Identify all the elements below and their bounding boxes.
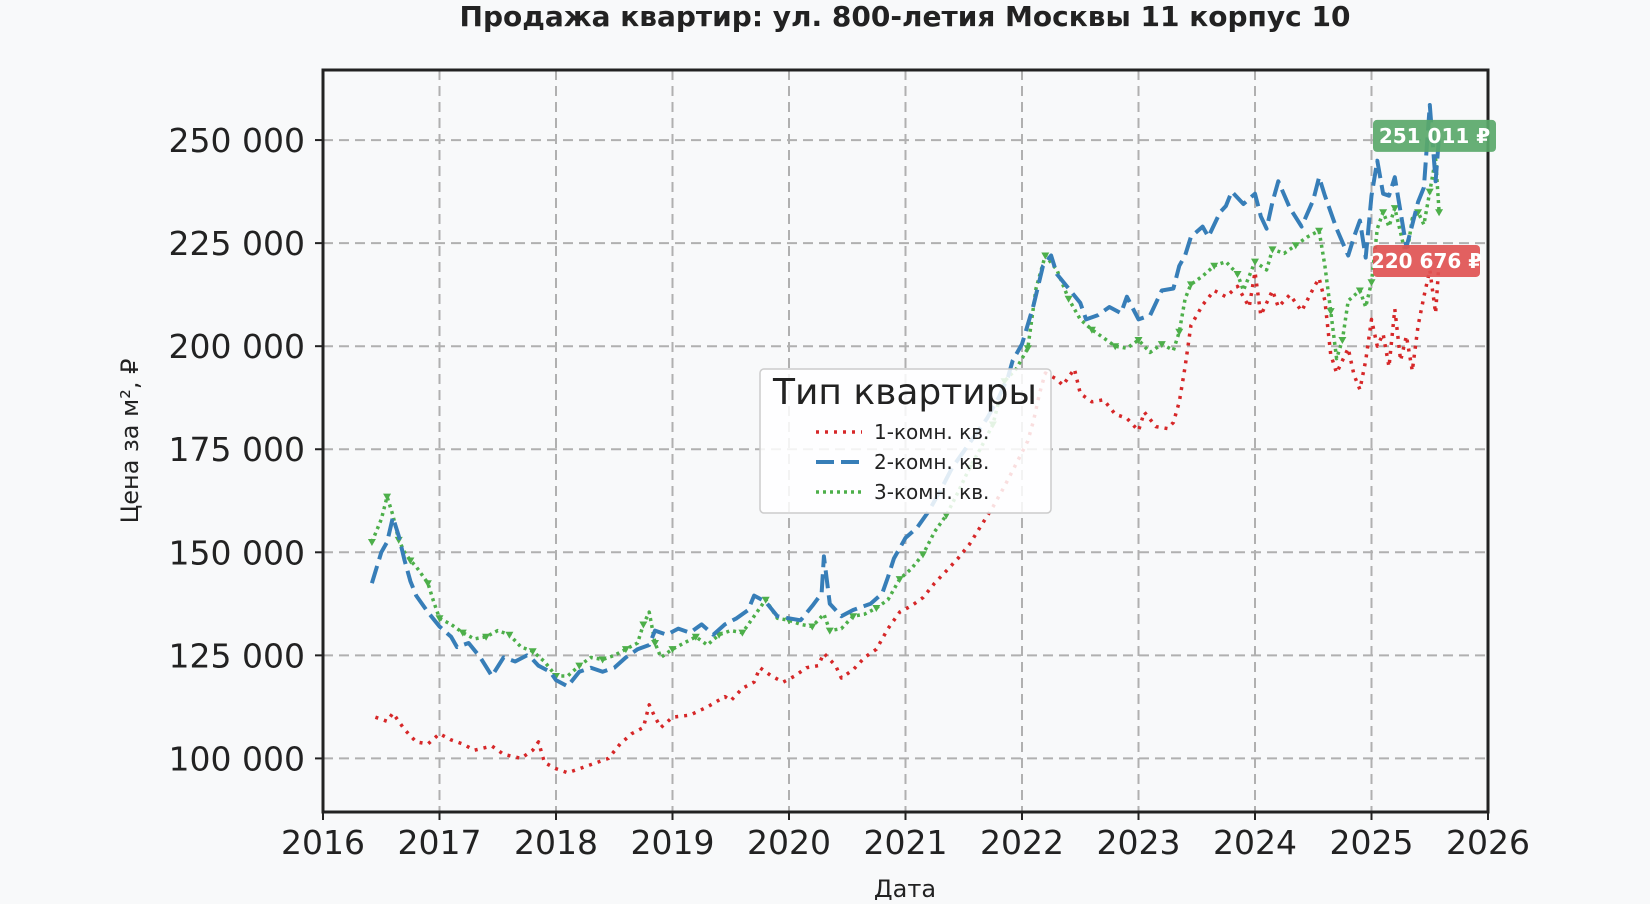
- end-value-badge: [1373, 244, 1480, 277]
- legend-title: Тип квартиры: [772, 372, 1037, 413]
- series-marker: [918, 551, 927, 559]
- y-tick-label: 225 000: [169, 224, 305, 263]
- legend-entry-1: 1-комн. кв.: [816, 420, 989, 444]
- series-marker: [528, 648, 537, 656]
- x-tick-label: 2020: [747, 823, 831, 862]
- series-marker: [1326, 308, 1335, 316]
- series-marker: [435, 615, 444, 623]
- series-marker: [825, 627, 834, 635]
- series-marker: [1210, 262, 1219, 270]
- series-marker: [639, 621, 648, 629]
- series-marker: [651, 639, 660, 647]
- series-marker: [1064, 295, 1073, 303]
- series-marker: [1338, 337, 1347, 345]
- series-marker: [598, 656, 607, 664]
- series-marker: [1111, 343, 1120, 351]
- legend-box: [759, 368, 1052, 514]
- series-marker: [1355, 287, 1364, 295]
- series-marker: [849, 613, 858, 621]
- x-tick-label: 2026: [1446, 823, 1530, 862]
- x-tick-label: 2019: [631, 823, 715, 862]
- y-axis: 100 000 125 000 150 000 175 000 200 000 225 0…: [169, 121, 323, 778]
- series-marker: [895, 576, 904, 584]
- end-value-badge: [1373, 119, 1496, 152]
- series-marker: [1390, 205, 1399, 213]
- series-marker: [1186, 281, 1195, 289]
- x-tick-label: 2021: [864, 823, 948, 862]
- y-tick-label: 200 000: [169, 327, 305, 366]
- series-marker: [1414, 209, 1423, 217]
- series-line-3-room: [370, 156, 1441, 678]
- y-tick-label: 150 000: [169, 533, 305, 572]
- legend-label: 2-комн. кв.: [874, 450, 989, 474]
- series-marker: [808, 623, 817, 631]
- series-marker: [1379, 209, 1388, 217]
- legend-entry-3: 3-комн. кв.: [816, 480, 989, 504]
- x-tick-label: 2025: [1330, 823, 1414, 862]
- series-marker: [1087, 326, 1096, 334]
- series-marker: [505, 631, 514, 639]
- x-axis-title: Дата: [874, 875, 936, 900]
- x-tick-label: 2022: [980, 823, 1064, 862]
- x-tick-label: 2023: [1097, 823, 1181, 862]
- y-tick-label: 125 000: [169, 636, 305, 675]
- series-marker: [872, 604, 881, 612]
- x-axis: 2016 2017 2018 2019 2020 2021 2022 2023 2024 2025…: [281, 812, 1530, 862]
- end-value-label: 220 676 ₽: [1371, 244, 1482, 277]
- series-marker: [1268, 246, 1277, 254]
- legend: Тип квартиры 1-комн. кв. 2-комн. кв. 3-ком…: [759, 368, 1052, 514]
- series-marker: [1157, 341, 1166, 349]
- x-tick-label: 2016: [281, 823, 365, 862]
- series-marker: [1134, 337, 1143, 345]
- series-marker: [1315, 227, 1324, 235]
- series-marker: [942, 512, 951, 520]
- legend-label: 1-комн. кв.: [874, 420, 989, 444]
- chart-title: Продажа квартир: ул. 800-летия Москвы 11…: [460, 0, 1351, 33]
- series-marker: [738, 629, 747, 637]
- series-marker: [575, 662, 584, 670]
- x-tick-label: 2018: [514, 823, 598, 862]
- series-marker: [1023, 345, 1032, 353]
- x-tick-label: 2017: [398, 823, 482, 862]
- series-marker: [621, 646, 630, 654]
- series-marker: [458, 629, 467, 637]
- series-marker: [761, 596, 770, 604]
- series-marker: [1435, 209, 1444, 217]
- y-tick-label: 175 000: [169, 430, 305, 469]
- end-value-labels: 251 011 ₽ 220 676 ₽: [1371, 119, 1496, 277]
- series-marker: [1233, 271, 1242, 279]
- series-marker: [1291, 242, 1300, 250]
- series-marker: [367, 538, 376, 546]
- series-marker: [1367, 279, 1376, 287]
- series-marker: [383, 493, 392, 501]
- legend-entry-2: 2-комн. кв.: [816, 450, 989, 474]
- series-marker: [1041, 252, 1050, 260]
- y-tick-label: 250 000: [169, 121, 305, 160]
- y-axis-title: Цена за м², ₽: [116, 359, 144, 524]
- end-value-text: 251 011 ₽: [1379, 124, 1490, 148]
- legend-label: 3-комн. кв.: [874, 480, 989, 504]
- series-marker: [406, 557, 415, 565]
- series-marker: [1251, 258, 1259, 266]
- series-marker: [1425, 188, 1434, 196]
- series-marker: [423, 580, 432, 588]
- series-marker: [668, 646, 677, 654]
- x-tick-label: 2024: [1213, 823, 1297, 862]
- series-marker: [482, 633, 491, 641]
- y-tick-label: 100 000: [169, 739, 305, 778]
- legend-entries: 1-комн. кв. 2-комн. кв. 3-комн. кв.: [816, 420, 989, 504]
- series-marker: [691, 633, 700, 641]
- series-marker: [1175, 328, 1184, 336]
- end-value-text: 220 676 ₽: [1371, 249, 1482, 273]
- end-value-label: 251 011 ₽: [1373, 119, 1496, 152]
